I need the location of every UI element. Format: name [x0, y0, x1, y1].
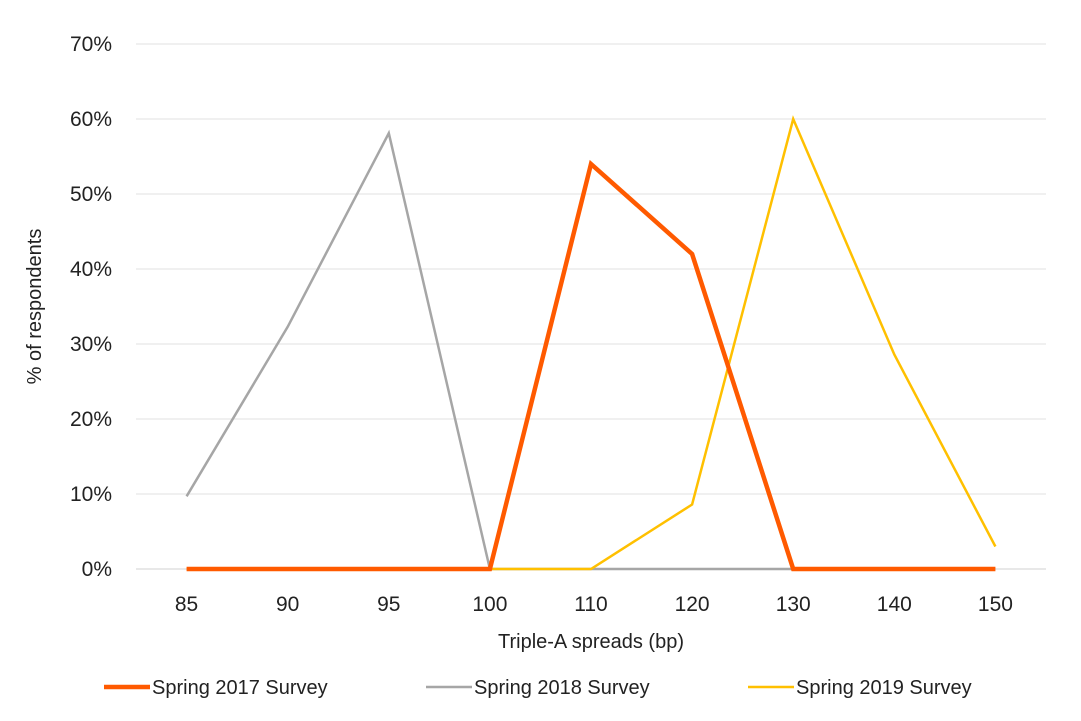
- series-line-2: [187, 133, 996, 569]
- x-tick-label: 95: [377, 593, 400, 616]
- y-tick-label: 70%: [70, 33, 112, 56]
- y-axis-title: % of respondents: [24, 229, 46, 385]
- y-tick-label: 60%: [70, 108, 112, 131]
- legend-label: Spring 2017 Survey: [152, 677, 328, 699]
- x-tick-label: 120: [675, 593, 710, 616]
- x-tick-label: 90: [276, 593, 299, 616]
- x-tick-label: 140: [877, 593, 912, 616]
- gridlines: [136, 44, 1046, 569]
- x-tick-label: 150: [978, 593, 1013, 616]
- x-tick-label: 85: [175, 593, 198, 616]
- series-line-1: [187, 164, 996, 569]
- y-tick-label: 50%: [70, 183, 112, 206]
- x-tick-label: 130: [776, 593, 811, 616]
- y-tick-label: 20%: [70, 408, 112, 431]
- x-axis-title: Triple-A spreads (bp): [498, 631, 684, 653]
- x-axis-ticks: 85 90 95 100 110 120 130 140 150: [175, 593, 1013, 616]
- x-tick-label: 110: [574, 593, 607, 616]
- legend: Spring 2017 Survey Spring 2018 Survey Spri…: [104, 677, 972, 699]
- x-tick-label: 100: [472, 593, 507, 616]
- y-tick-label: 0%: [82, 558, 112, 581]
- y-tick-label: 10%: [70, 483, 112, 506]
- legend-label: Spring 2019 Survey: [796, 677, 972, 699]
- y-axis-ticks: 0% 10% 20% 30% 40% 50% 60% 70%: [70, 33, 112, 581]
- y-tick-label: 30%: [70, 333, 112, 356]
- legend-label: Spring 2018 Survey: [474, 677, 650, 699]
- y-tick-label: 40%: [70, 258, 112, 281]
